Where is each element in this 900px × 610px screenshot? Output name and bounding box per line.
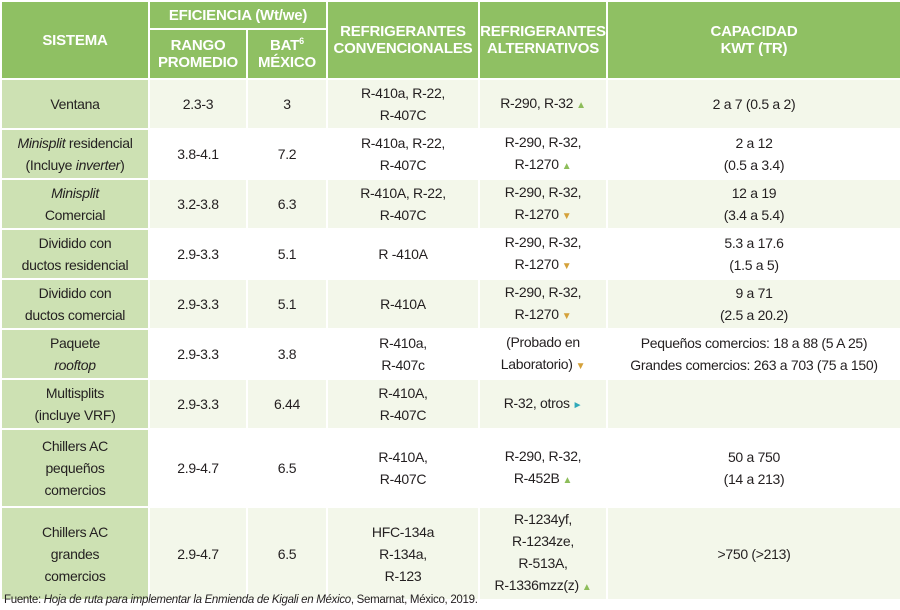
header-sistema: SISTEMA: [0, 0, 150, 80]
cell-bat: 6.3: [246, 178, 328, 230]
cell-bat: 5.1: [246, 228, 328, 280]
cell-rango: 2.9-3.3: [148, 278, 248, 330]
cell-capacidad: [606, 378, 900, 430]
cell-alternativos: R-290, R-32, R-452B ▲: [478, 428, 608, 508]
cell-convencionales: R-410a, R-22, R-407C: [326, 128, 480, 180]
cell-alternativos: R-290, R-32, R-1270 ▼: [478, 228, 608, 280]
cell-sistema: Multisplits (incluye VRF): [0, 378, 150, 430]
header-capacidad: CAPACIDAD KWT (TR): [606, 0, 900, 80]
cell-rango: 3.2-3.8: [148, 178, 248, 230]
trend-down-icon: ▼: [561, 260, 572, 272]
cell-sistema: Chillers AC grandes comercios: [0, 506, 150, 601]
cell-rango: 2.9-3.3: [148, 378, 248, 430]
cell-convencionales: HFC-134a R-134a, R-123: [326, 506, 480, 601]
cell-sistema: Minisplit Comercial: [0, 178, 150, 230]
cell-convencionales: R-410a, R-22, R-407C: [326, 78, 480, 130]
cell-capacidad: 12 a 19 (3.4 a 5.4): [606, 178, 900, 230]
cell-bat: 3.8: [246, 328, 328, 380]
trend-up-icon: ▲: [576, 99, 586, 111]
cell-alternativos: (Probado en Laboratorio) ▼: [478, 328, 608, 380]
trend-down-icon: ▼: [561, 210, 572, 222]
table-row: Dividido con ductos comercial 2.9-3.3 5.1 R-…: [0, 278, 900, 330]
cell-rango: 3.8-4.1: [148, 128, 248, 180]
cell-alternativos: R-290, R-32, R-1270 ▼: [478, 178, 608, 230]
cell-sistema: Chillers AC pequeños comercios: [0, 428, 150, 508]
header-alternativos: REFRIGERANTES ALTERNATIVOS: [478, 0, 608, 80]
cell-sistema: Dividido con ductos comercial: [0, 278, 150, 330]
cell-capacidad: >750 (>213): [606, 506, 900, 601]
cell-alternativos: R-32, otros ►: [478, 378, 608, 430]
cell-rango: 2.9-3.3: [148, 228, 248, 280]
cell-sistema: Paquete rooftop: [0, 328, 150, 380]
table-row: Ventana 2.3-3 3 R-410a, R-22, R-407C R-290, R…: [0, 78, 900, 130]
cell-rango: 2.9-4.7: [148, 506, 248, 601]
cell-alternativos: R-290, R-32 ▲: [478, 78, 608, 130]
cell-bat: 6.5: [246, 428, 328, 508]
trend-down-icon: ▼: [561, 310, 572, 322]
cell-convencionales: R -410A: [326, 228, 480, 280]
source-note: Fuente: Hoja de ruta para implementar la…: [4, 594, 478, 606]
header-convencionales: REFRIGERANTES CONVENCIONALES: [326, 0, 480, 80]
cell-sistema: Ventana: [0, 78, 150, 130]
cell-convencionales: R-410A, R-407C: [326, 378, 480, 430]
cell-rango: 2.9-4.7: [148, 428, 248, 508]
cell-bat: 3: [246, 78, 328, 130]
cell-alternativos: R-290, R-32, R-1270 ▲: [478, 128, 608, 180]
cell-bat: 6.44: [246, 378, 328, 430]
cell-alternativos: R-290, R-32, R-1270 ▼: [478, 278, 608, 330]
trend-right-icon: ►: [572, 399, 583, 411]
cell-convencionales: R-410a, R-407c: [326, 328, 480, 380]
table-row: Dividido con ductos residencial 2.9-3.3 5.1…: [0, 228, 900, 280]
cell-rango: 2.9-3.3: [148, 328, 248, 380]
cell-capacidad: 2 a 12 (0.5 a 3.4): [606, 128, 900, 180]
header-bat-mexico: BAT6 MÉXICO: [246, 28, 328, 80]
cell-convencionales: R-410A, R-407C: [326, 428, 480, 508]
cell-rango: 2.3-3: [148, 78, 248, 130]
header-eficiencia: EFICIENCIA (Wt/we): [148, 0, 328, 30]
cell-bat: 5.1: [246, 278, 328, 330]
table-row: Chillers AC grandes comercios 2.9-4.7 6.5 HFC…: [0, 506, 900, 601]
table-row: Minisplit residencial (Incluye inverter) 3…: [0, 128, 900, 180]
cell-convencionales: R-410A, R-22, R-407C: [326, 178, 480, 230]
cell-bat: 6.5: [246, 506, 328, 601]
trend-up-icon: ▲: [581, 582, 592, 593]
cell-capacidad: 2 a 7 (0.5 a 2): [606, 78, 900, 130]
table-row: Paquete rooftop 2.9-3.3 3.8 R-410a, R-407c (Pr…: [0, 328, 900, 380]
trend-up-icon: ▲: [562, 474, 573, 486]
trend-down-icon: ▼: [575, 360, 586, 372]
cell-capacidad: 50 a 750 (14 a 213): [606, 428, 900, 508]
cell-alternativos: R-1234yf, R-1234ze, R-513A, R-1336mzz(z) ▲: [478, 506, 608, 601]
cell-convencionales: R-410A: [326, 278, 480, 330]
cell-capacidad: 9 a 71 (2.5 a 20.2): [606, 278, 900, 330]
cell-bat: 7.2: [246, 128, 328, 180]
cell-sistema: Minisplit residencial (Incluye inverter): [0, 128, 150, 180]
cell-capacidad: 5.3 a 17.6 (1.5 a 5): [606, 228, 900, 280]
table-row: Multisplits (incluye VRF) 2.9-3.3 6.44 R-410…: [0, 378, 900, 430]
cell-sistema: Dividido con ductos residencial: [0, 228, 150, 280]
cell-capacidad: Pequeños comercios: 18 a 88 (5 A 25) Gran…: [606, 328, 900, 380]
table-row: Minisplit Comercial 3.2-3.8 6.3 R-410A, R-22…: [0, 178, 900, 230]
table-row: Chillers AC pequeños comercios 2.9-4.7 6.5 R-…: [0, 428, 900, 508]
header-rango-promedio: RANGO PROMEDIO: [148, 28, 248, 80]
trend-up-icon: ▲: [561, 160, 572, 172]
